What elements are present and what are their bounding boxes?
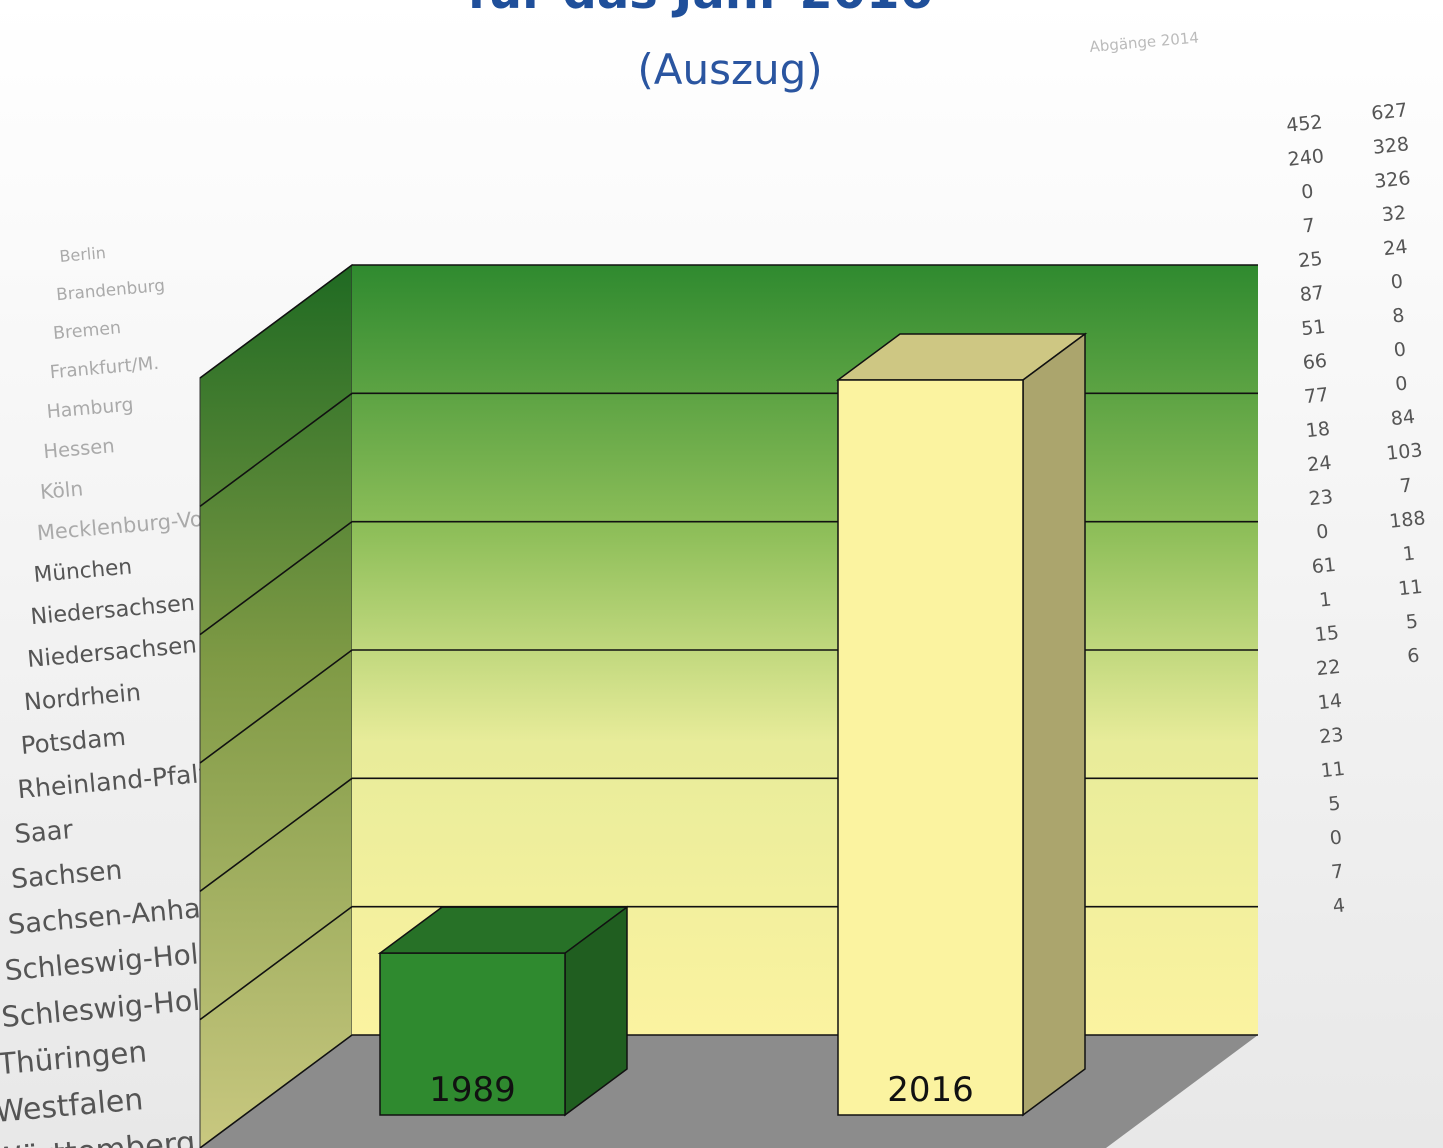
table-cell: 5 [1405,610,1419,633]
table-cell: 15 [1314,622,1340,646]
table-cell: 240 [1287,145,1325,171]
table-cell: 1 [1402,542,1416,565]
table-row-label: Berlin [59,243,107,266]
table-cell: 0 [1394,372,1408,395]
table-cell: 77 [1303,384,1329,408]
chart-title: für das Jahr 2016 [467,0,933,20]
table-row-label: Köln [39,476,84,504]
table-cell: 51 [1300,316,1326,340]
table-cell: 87 [1299,282,1325,306]
chart-subtitle: (Auszug) [637,45,822,94]
bar [837,379,1024,1116]
table-cell: 8 [1391,304,1405,327]
table-cell: 1 [1318,588,1332,611]
table-cell: 61 [1311,554,1337,578]
table-cell: 32 [1381,202,1407,226]
bar [379,952,566,1116]
table-cell: 14 [1317,690,1343,714]
floor [200,1035,1258,1148]
table-cell: 6 [1406,644,1420,667]
table-cell: 188 [1388,507,1426,533]
table-cell: 452 [1285,111,1323,137]
table-cell: 5 [1327,792,1341,815]
table-cell: 25 [1297,248,1323,272]
table-cell: 24 [1382,236,1408,260]
bar-side [1022,332,1086,1117]
table-cell: 103 [1385,439,1423,465]
table-cell: 23 [1318,724,1344,748]
table-cell: 7 [1399,474,1413,497]
bar-label: 1989 [429,1070,516,1110]
table-cell: 7 [1302,214,1316,237]
table-cell: 24 [1306,452,1332,476]
table-cell: 0 [1329,826,1343,849]
table-cell: 84 [1390,406,1416,430]
table-cell: 18 [1305,418,1331,442]
table-cell: 326 [1373,167,1411,193]
table-cell: 66 [1302,350,1328,374]
table-cell: 7 [1330,860,1344,883]
bar-label: 2016 [887,1070,974,1110]
table-cell: 0 [1390,270,1404,293]
table-cell: 627 [1370,99,1408,125]
table-cell: 0 [1300,180,1314,203]
table-row-label: Saar [13,815,74,850]
table-cell: 23 [1308,486,1334,510]
table-cell: 328 [1372,133,1410,159]
grid-line [199,264,1258,379]
table-cell: 0 [1393,338,1407,361]
table-cell: 11 [1397,576,1423,600]
table-cell: 0 [1315,520,1329,543]
table-cell: 4 [1332,894,1346,917]
table-cell: 11 [1320,758,1346,782]
plot: 1989 2016 [199,264,1258,1148]
table-cell: 22 [1315,656,1341,680]
